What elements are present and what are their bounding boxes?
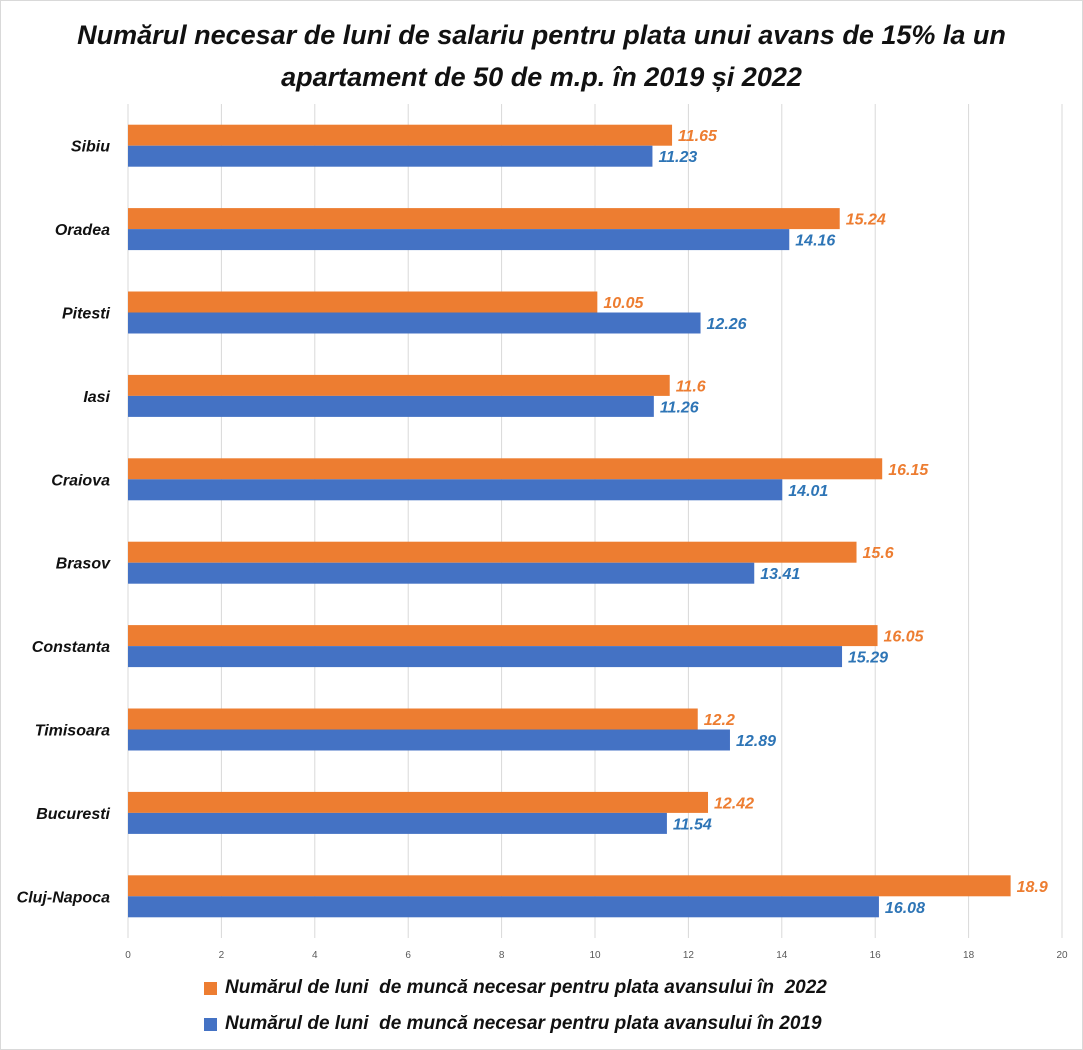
data-label: 16.15	[888, 462, 929, 479]
bar	[128, 646, 843, 668]
bar	[128, 291, 598, 313]
bar	[128, 145, 653, 167]
category-label: Pitesti	[62, 306, 111, 323]
data-label: 11.6	[676, 378, 706, 395]
data-label: 11.54	[673, 816, 712, 833]
data-label: 15.29	[848, 650, 888, 667]
bar	[128, 541, 857, 563]
bar	[128, 562, 755, 584]
chart-title: Numărul necesar de luni de salariu pentr…	[77, 20, 1006, 92]
legend-item-2022: Numărul de luni de muncă necesar pentru …	[204, 975, 827, 1001]
data-label: 12.2	[704, 712, 735, 729]
bar	[128, 312, 701, 334]
category-label: Oradea	[55, 222, 110, 239]
x-tick-label: 4	[312, 950, 318, 961]
bar	[128, 875, 1011, 897]
bar	[128, 229, 790, 251]
data-label: 12.26	[707, 316, 747, 333]
x-tick-label: 10	[589, 950, 601, 961]
legend-label-2022: Numărul de luni de muncă necesar pentru …	[225, 977, 827, 998]
bar	[128, 791, 709, 813]
bar	[128, 374, 670, 396]
data-label: 15.6	[863, 545, 894, 562]
x-tick-label: 14	[776, 950, 788, 961]
category-label: Constanta	[32, 639, 110, 656]
data-label: 10.05	[603, 295, 644, 312]
category-label: Brasov	[56, 556, 111, 573]
x-tick-label: 16	[870, 950, 882, 961]
data-label: 11.26	[660, 399, 699, 416]
legend-item-2019: Numărul de luni de muncă necesar pentru …	[204, 1011, 827, 1037]
x-tick-label: 2	[219, 950, 225, 961]
data-label: 14.16	[795, 233, 835, 250]
bar	[128, 124, 673, 146]
bar	[128, 395, 654, 417]
bar	[128, 729, 730, 751]
data-label: 18.9	[1017, 879, 1048, 896]
data-label: 16.05	[884, 629, 925, 646]
data-label: 11.23	[658, 149, 697, 166]
data-label: 11.65	[678, 128, 718, 145]
bar	[128, 896, 879, 918]
bar	[128, 708, 698, 730]
legend: Numărul de luni de muncă necesar pentru …	[204, 975, 827, 1047]
legend-swatch-2019	[204, 1017, 217, 1031]
bar	[128, 458, 883, 480]
x-tick-label: 20	[1056, 950, 1068, 961]
bar	[128, 625, 878, 647]
category-label: Craiova	[51, 472, 110, 489]
data-label: 16.08	[885, 900, 925, 917]
x-tick-label: 8	[499, 950, 505, 961]
x-tick-label: 18	[963, 950, 975, 961]
x-tick-label: 6	[405, 950, 411, 961]
data-label: 12.42	[714, 795, 754, 812]
data-label: 12.89	[736, 733, 776, 750]
category-label: Bucuresti	[36, 806, 110, 823]
legend-label-2019: Numărul de luni de muncă necesar pentru …	[225, 1013, 822, 1034]
category-label: Timisoara	[35, 723, 110, 740]
data-label: 13.41	[760, 566, 800, 583]
data-label: 14.01	[788, 483, 828, 500]
x-tick-label: 12	[683, 950, 695, 961]
x-tick-label: 0	[125, 950, 131, 961]
data-label: 15.24	[846, 212, 886, 229]
category-label: Sibiu	[71, 139, 110, 156]
bar	[128, 208, 840, 230]
bar	[128, 812, 667, 834]
legend-swatch-2022	[204, 981, 217, 995]
category-label: Cluj-Napoca	[17, 889, 110, 906]
bar	[128, 479, 783, 501]
category-label: Iasi	[83, 389, 110, 406]
